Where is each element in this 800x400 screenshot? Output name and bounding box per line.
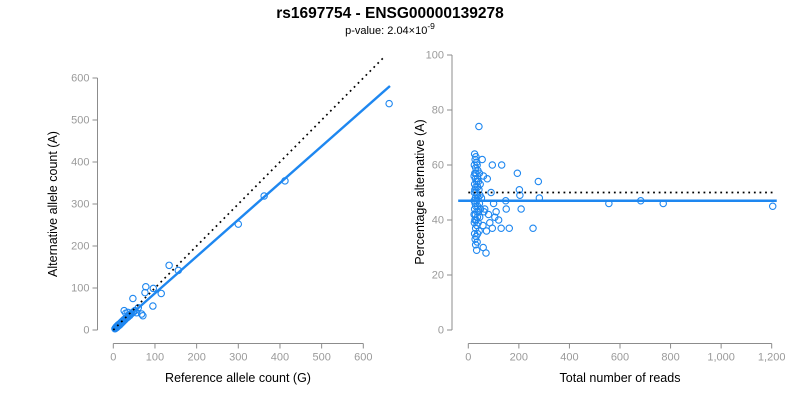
x-axis-tick-label: 500 <box>312 352 330 364</box>
data-point <box>165 261 173 270</box>
left-plot: 0 100 200 300 400 500 600 0 100 200 300 400 500 600 R… <box>46 57 393 385</box>
left-plot-lines <box>112 57 391 331</box>
x-axis-tick-label: 1,000 <box>707 352 735 364</box>
x-axis-tick-label: 200 <box>510 352 528 364</box>
p-value-exponent: -9 <box>427 21 435 31</box>
y-axis-tick-label: 500 <box>71 115 89 127</box>
x-axis-tick-label: 400 <box>560 352 578 364</box>
x-axis-tick-label: 600 <box>354 352 372 364</box>
left-yaxis-title: Alternative allele count (A) <box>46 131 60 277</box>
y-axis-tick-label: 40 <box>432 215 444 227</box>
p-value-text: p-value: 2.04×10 <box>345 25 427 37</box>
regression-line <box>112 85 391 331</box>
y-axis-tick-label: 400 <box>71 157 89 169</box>
data-point <box>487 188 495 197</box>
x-axis-tick-label: 0 <box>465 352 471 364</box>
data-point <box>157 289 165 298</box>
data-point <box>471 241 480 249</box>
y-axis-tick-label: 20 <box>432 270 444 282</box>
right-plot-axes: 0 20 40 60 80 100 0 200 400 600 800 1,000 1,200 <box>426 50 786 364</box>
y-axis-tick-label: 60 <box>432 160 444 172</box>
x-axis-tick-label: 600 <box>611 352 629 364</box>
data-point <box>768 202 777 211</box>
data-point <box>482 249 490 257</box>
data-point <box>385 99 393 108</box>
data-point <box>497 224 505 233</box>
right-plot: 0 20 40 60 80 100 0 200 400 600 800 1,000 1,200 Tota… <box>413 50 785 386</box>
left-plot-points <box>111 99 393 333</box>
right-yaxis-title: Percentage alternative (A) <box>413 119 427 264</box>
data-point <box>149 284 158 293</box>
data-point <box>494 216 503 224</box>
right-xaxis-title: Total number of reads <box>560 371 681 385</box>
data-point <box>475 122 483 131</box>
data-point <box>139 311 147 320</box>
x-axis-tick-label: 800 <box>661 352 679 364</box>
data-point <box>505 224 514 233</box>
data-point <box>484 210 493 219</box>
data-point <box>529 224 537 233</box>
data-point <box>488 224 497 233</box>
data-point <box>149 302 157 310</box>
y-axis-tick-label: 100 <box>71 283 89 295</box>
x-axis-tick-label: 1,200 <box>758 352 786 364</box>
data-point <box>479 221 487 230</box>
data-point <box>534 177 543 186</box>
data-point <box>517 205 525 213</box>
data-point <box>488 161 497 169</box>
y-axis-tick-label: 200 <box>71 241 89 253</box>
data-point <box>129 294 137 303</box>
data-point <box>513 169 522 178</box>
x-axis-tick-label: 300 <box>229 352 247 364</box>
data-point <box>142 282 150 291</box>
right-plot-points <box>470 122 777 257</box>
data-point <box>137 310 146 318</box>
data-point <box>472 246 481 255</box>
left-plot-axes: 0 100 200 300 400 500 600 0 100 200 300 400 500 600 <box>71 73 372 364</box>
y-axis-tick-label: 0 <box>438 325 444 337</box>
data-point <box>482 227 491 235</box>
data-point <box>492 208 500 216</box>
figure-title: rs1697754 - ENSG00000139278 <box>276 5 504 22</box>
left-xaxis-title: Reference allele count (G) <box>165 371 311 385</box>
y-axis-tick-label: 300 <box>71 199 89 211</box>
y-axis-tick-label: 80 <box>432 105 444 117</box>
figure-subtitle: p-value: 2.04×10-9 <box>345 21 435 37</box>
data-point <box>483 175 492 183</box>
data-point <box>478 155 486 164</box>
data-point <box>260 192 268 200</box>
identity-line <box>112 57 384 331</box>
data-point <box>497 161 506 169</box>
data-point <box>480 205 489 213</box>
y-axis-tick-label: 0 <box>83 325 89 337</box>
right-plot-lines <box>458 191 777 202</box>
x-axis-tick-label: 200 <box>187 352 205 364</box>
x-axis-tick-label: 400 <box>271 352 289 364</box>
x-axis-tick-label: 0 <box>110 352 116 364</box>
y-axis-tick-label: 100 <box>426 50 444 62</box>
data-point <box>502 205 510 213</box>
y-axis-tick-label: 600 <box>71 73 89 85</box>
x-axis-tick-label: 100 <box>146 352 164 364</box>
data-point <box>134 303 143 312</box>
